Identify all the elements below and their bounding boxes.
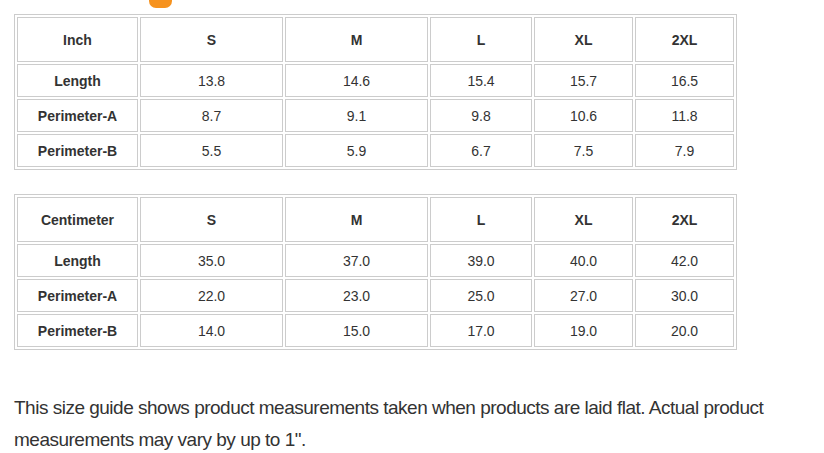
value-cell: 15.4 [430,64,532,97]
size-guide-page: Inch S M L XL 2XL Length 13.8 14.6 15.4 … [0,0,824,453]
value-cell: 27.0 [534,279,633,312]
row-label-cell: Length [17,244,138,277]
value-cell: 39.0 [430,244,532,277]
value-cell: 23.0 [285,279,428,312]
size-header-cell: XL [534,17,633,62]
value-cell: 7.9 [635,134,734,167]
table-row: Length 13.8 14.6 15.4 15.7 16.5 [17,64,734,97]
value-cell: 9.8 [430,99,532,132]
table-header-row: Inch S M L XL 2XL [17,17,734,62]
value-cell: 9.1 [285,99,428,132]
value-cell: 8.7 [140,99,283,132]
table-header-row: Centimeter S M L XL 2XL [17,197,734,242]
value-cell: 20.0 [635,314,734,347]
value-cell: 35.0 [140,244,283,277]
value-cell: 16.5 [635,64,734,97]
value-cell: 15.7 [534,64,633,97]
value-cell: 14.0 [140,314,283,347]
size-table-centimeter: Centimeter S M L XL 2XL Length 35.0 37.0… [14,194,737,350]
value-cell: 15.0 [285,314,428,347]
value-cell: 40.0 [534,244,633,277]
value-cell: 22.0 [140,279,283,312]
table-row: Perimeter-B 5.5 5.9 6.7 7.5 7.9 [17,134,734,167]
size-guide-note: This size guide shows product measuremen… [14,392,814,453]
size-table-inch: Inch S M L XL 2XL Length 13.8 14.6 15.4 … [14,14,737,170]
value-cell: 5.9 [285,134,428,167]
row-label-cell: Length [17,64,138,97]
size-header-cell: 2XL [635,17,734,62]
value-cell: 37.0 [285,244,428,277]
clipped-heading-glyph [149,0,172,8]
value-cell: 5.5 [140,134,283,167]
table-row: Perimeter-B 14.0 15.0 17.0 19.0 20.0 [17,314,734,347]
value-cell: 30.0 [635,279,734,312]
row-label-cell: Perimeter-B [17,134,138,167]
value-cell: 17.0 [430,314,532,347]
value-cell: 6.7 [430,134,532,167]
value-cell: 13.8 [140,64,283,97]
value-cell: 11.8 [635,99,734,132]
value-cell: 25.0 [430,279,532,312]
unit-header-cell: Centimeter [17,197,138,242]
value-cell: 42.0 [635,244,734,277]
size-header-cell: S [140,17,283,62]
clipped-heading [0,0,824,8]
table-row: Length 35.0 37.0 39.0 40.0 42.0 [17,244,734,277]
size-header-cell: L [430,197,532,242]
size-header-cell: M [285,197,428,242]
value-cell: 14.6 [285,64,428,97]
size-header-cell: M [285,17,428,62]
size-header-cell: S [140,197,283,242]
value-cell: 10.6 [534,99,633,132]
size-header-cell: 2XL [635,197,734,242]
size-header-cell: XL [534,197,633,242]
table-row: Perimeter-A 8.7 9.1 9.8 10.6 11.8 [17,99,734,132]
table-row: Perimeter-A 22.0 23.0 25.0 27.0 30.0 [17,279,734,312]
size-header-cell: L [430,17,532,62]
unit-header-cell: Inch [17,17,138,62]
value-cell: 7.5 [534,134,633,167]
row-label-cell: Perimeter-B [17,314,138,347]
value-cell: 19.0 [534,314,633,347]
row-label-cell: Perimeter-A [17,99,138,132]
row-label-cell: Perimeter-A [17,279,138,312]
